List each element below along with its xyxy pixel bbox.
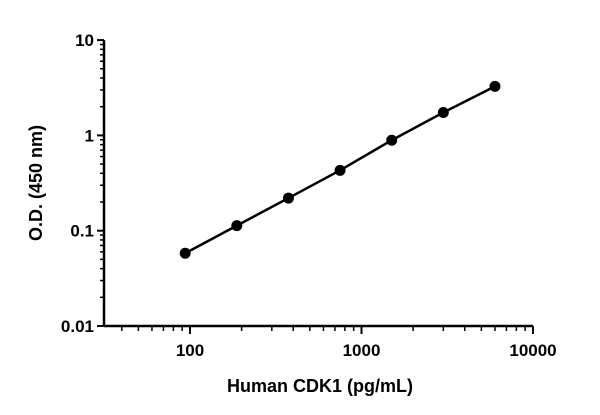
data-series [179, 80, 501, 259]
x-tick-label: 1000 [343, 341, 381, 360]
data-point [282, 192, 294, 204]
data-point [179, 247, 191, 259]
axes: 0.01 0.1 1 10 100 1000 10000 [61, 31, 557, 360]
data-point [437, 106, 449, 118]
x-axis-title: Human CDK1 (pg/mL) [227, 376, 413, 396]
y-tick-label: 10 [75, 31, 94, 50]
y-axis-title: O.D. (450 nm) [26, 125, 46, 241]
data-point [334, 164, 346, 176]
y-tick-label: 0.01 [61, 317, 94, 336]
x-tick-label: 10000 [509, 341, 556, 360]
y-tick-label: 1 [85, 126, 94, 145]
x-tick-label: 100 [176, 341, 204, 360]
data-point [489, 80, 501, 92]
data-point [386, 134, 398, 146]
y-tick-label: 0.1 [70, 222, 94, 241]
data-point [231, 220, 243, 232]
